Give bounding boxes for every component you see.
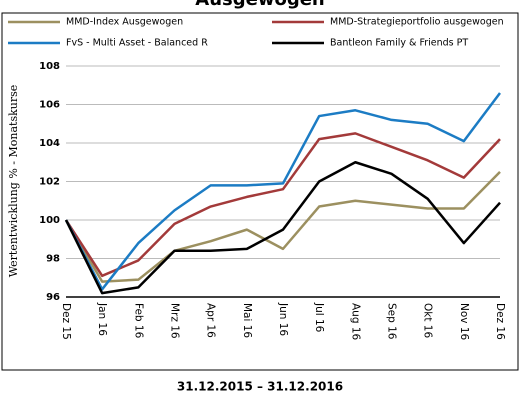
y-tick-label: 102	[39, 177, 60, 188]
x-tick-label: Jun 16	[277, 302, 289, 336]
y-tick-label: 106	[39, 100, 60, 111]
x-tick-label: Jan 16	[96, 302, 108, 336]
y-tick-label: 100	[39, 215, 60, 226]
legend-label: Bantleon Family & Friends PT	[330, 38, 468, 49]
frame	[1, 12, 519, 371]
x-tick-label: Aug 16	[349, 303, 361, 341]
x-tick-label: Okt 16	[422, 303, 434, 338]
line-series	[64, 92, 501, 291]
x-tick-label: Dez 15	[60, 303, 72, 340]
x-tick-label: Jul 16	[313, 302, 325, 333]
chart-title: Ausgewogen	[195, 0, 324, 10]
x-tick-label: Apr 16	[205, 303, 217, 338]
line-series	[64, 161, 501, 295]
y-tick-label: 98	[46, 254, 60, 265]
y-tick-label: 104	[39, 138, 60, 149]
y-tick-label: 96	[46, 292, 60, 303]
legend-label: MMD-Index Ausgewogen	[66, 17, 183, 28]
x-tick-label: Nov 16	[458, 303, 470, 341]
y-axis-label: Wertentwicklung % - Monatskurse	[7, 85, 20, 278]
x-tick-label: Mai 16	[241, 303, 253, 338]
footer: 31.12.2015 – 31.12.2016	[177, 380, 343, 394]
line-series	[64, 132, 501, 278]
legend-label: FvS - Multi Asset - Balanced R	[66, 38, 208, 49]
legend-label: MMD-Strategieportfolio ausgewogen	[330, 17, 504, 28]
y-tick-label: 108	[39, 61, 60, 72]
x-tick-label: Sep 16	[386, 303, 398, 340]
x-tick-label: Feb 16	[132, 303, 144, 339]
x-tick-label: Dez 16	[494, 303, 506, 340]
line-series	[64, 170, 501, 283]
x-tick-label: Mrz 16	[169, 303, 181, 339]
